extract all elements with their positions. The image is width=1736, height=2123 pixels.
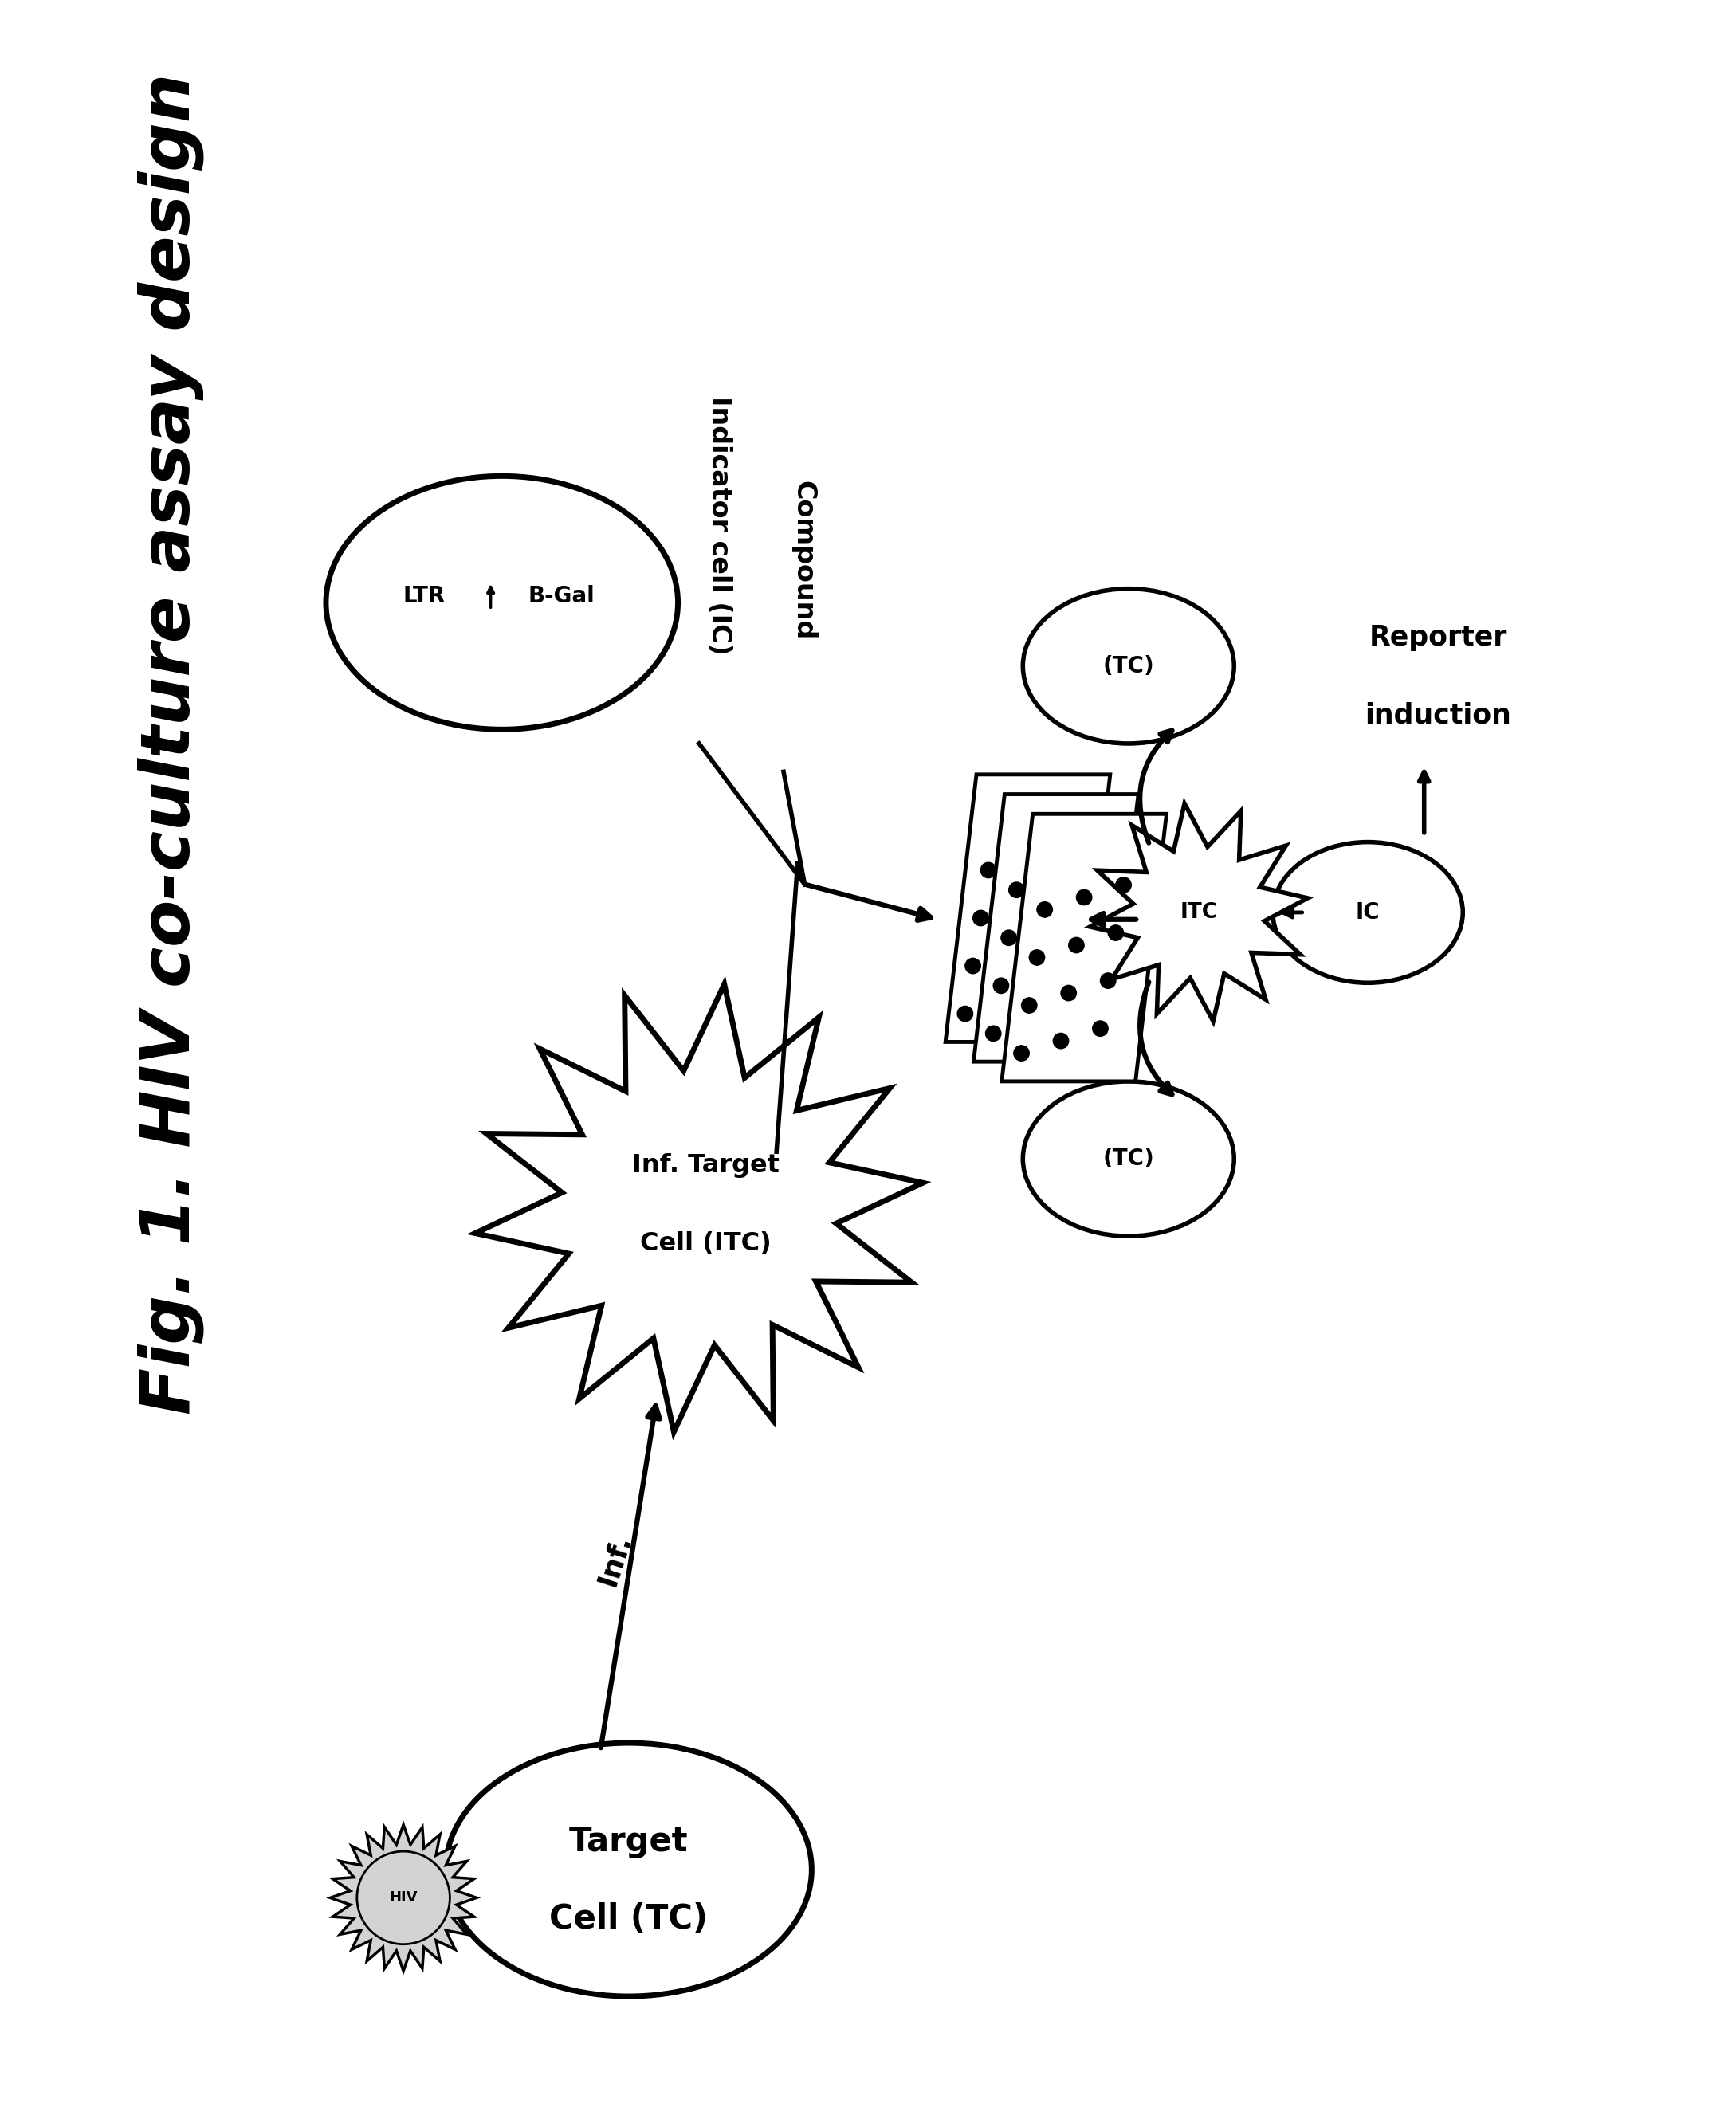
Circle shape	[1021, 998, 1036, 1013]
Polygon shape	[476, 985, 924, 1431]
Text: IC: IC	[1356, 902, 1380, 924]
Circle shape	[1036, 902, 1052, 917]
Circle shape	[1029, 949, 1045, 966]
Circle shape	[981, 862, 996, 879]
Polygon shape	[946, 775, 1109, 1042]
Circle shape	[1005, 947, 1021, 962]
Circle shape	[1049, 870, 1064, 885]
Text: induction: induction	[1364, 703, 1512, 728]
Circle shape	[1012, 898, 1028, 913]
Circle shape	[1076, 890, 1092, 904]
Circle shape	[1116, 877, 1132, 892]
Circle shape	[1036, 981, 1052, 998]
Ellipse shape	[1023, 588, 1234, 743]
Text: Compound: Compound	[790, 480, 818, 641]
Circle shape	[1021, 849, 1036, 866]
Circle shape	[1061, 985, 1076, 1000]
Ellipse shape	[446, 1743, 812, 1996]
Text: ITC: ITC	[1180, 902, 1217, 924]
Circle shape	[1108, 926, 1123, 940]
Polygon shape	[1090, 805, 1307, 1021]
Text: Inf. Target: Inf. Target	[632, 1153, 779, 1178]
Text: HIV: HIV	[389, 1892, 418, 1904]
Circle shape	[986, 1025, 1002, 1040]
Text: Inf.: Inf.	[594, 1531, 635, 1590]
Text: Reporter: Reporter	[1370, 624, 1507, 652]
Circle shape	[1009, 883, 1024, 898]
Circle shape	[1052, 885, 1068, 900]
Circle shape	[996, 994, 1012, 1008]
Circle shape	[1092, 1021, 1108, 1036]
Circle shape	[1043, 934, 1059, 949]
Circle shape	[1069, 938, 1083, 953]
Circle shape	[1073, 953, 1088, 968]
Polygon shape	[330, 1824, 477, 1970]
Text: (TC): (TC)	[1102, 654, 1154, 677]
Circle shape	[965, 957, 981, 974]
Polygon shape	[974, 794, 1139, 1062]
Ellipse shape	[1023, 1081, 1234, 1236]
Text: (TC): (TC)	[1102, 1149, 1154, 1170]
Circle shape	[1088, 858, 1102, 873]
Circle shape	[993, 979, 1009, 994]
Circle shape	[1080, 904, 1095, 921]
Text: Fig. 1. HIV co-culture assay design: Fig. 1. HIV co-culture assay design	[137, 72, 205, 1414]
Circle shape	[1033, 966, 1049, 981]
Circle shape	[1040, 917, 1055, 934]
Text: Cell (ITC): Cell (ITC)	[641, 1231, 773, 1255]
Circle shape	[1064, 1002, 1080, 1017]
Circle shape	[1059, 839, 1075, 853]
Circle shape	[358, 1851, 450, 1945]
Text: Target: Target	[569, 1826, 687, 1858]
Circle shape	[972, 911, 988, 926]
Ellipse shape	[326, 476, 679, 730]
Circle shape	[1014, 1045, 1029, 1062]
Circle shape	[1054, 1034, 1069, 1049]
Text: B-Gal: B-Gal	[528, 584, 594, 607]
Circle shape	[1101, 972, 1116, 989]
Text: Cell (TC): Cell (TC)	[549, 1902, 708, 1936]
Polygon shape	[1002, 813, 1167, 1081]
Text: Indicator cell (IC): Indicator cell (IC)	[707, 395, 733, 654]
Circle shape	[1002, 930, 1017, 945]
Circle shape	[957, 1006, 972, 1021]
Ellipse shape	[1272, 843, 1463, 983]
Circle shape	[1024, 1013, 1040, 1030]
Text: LTR: LTR	[403, 584, 446, 607]
